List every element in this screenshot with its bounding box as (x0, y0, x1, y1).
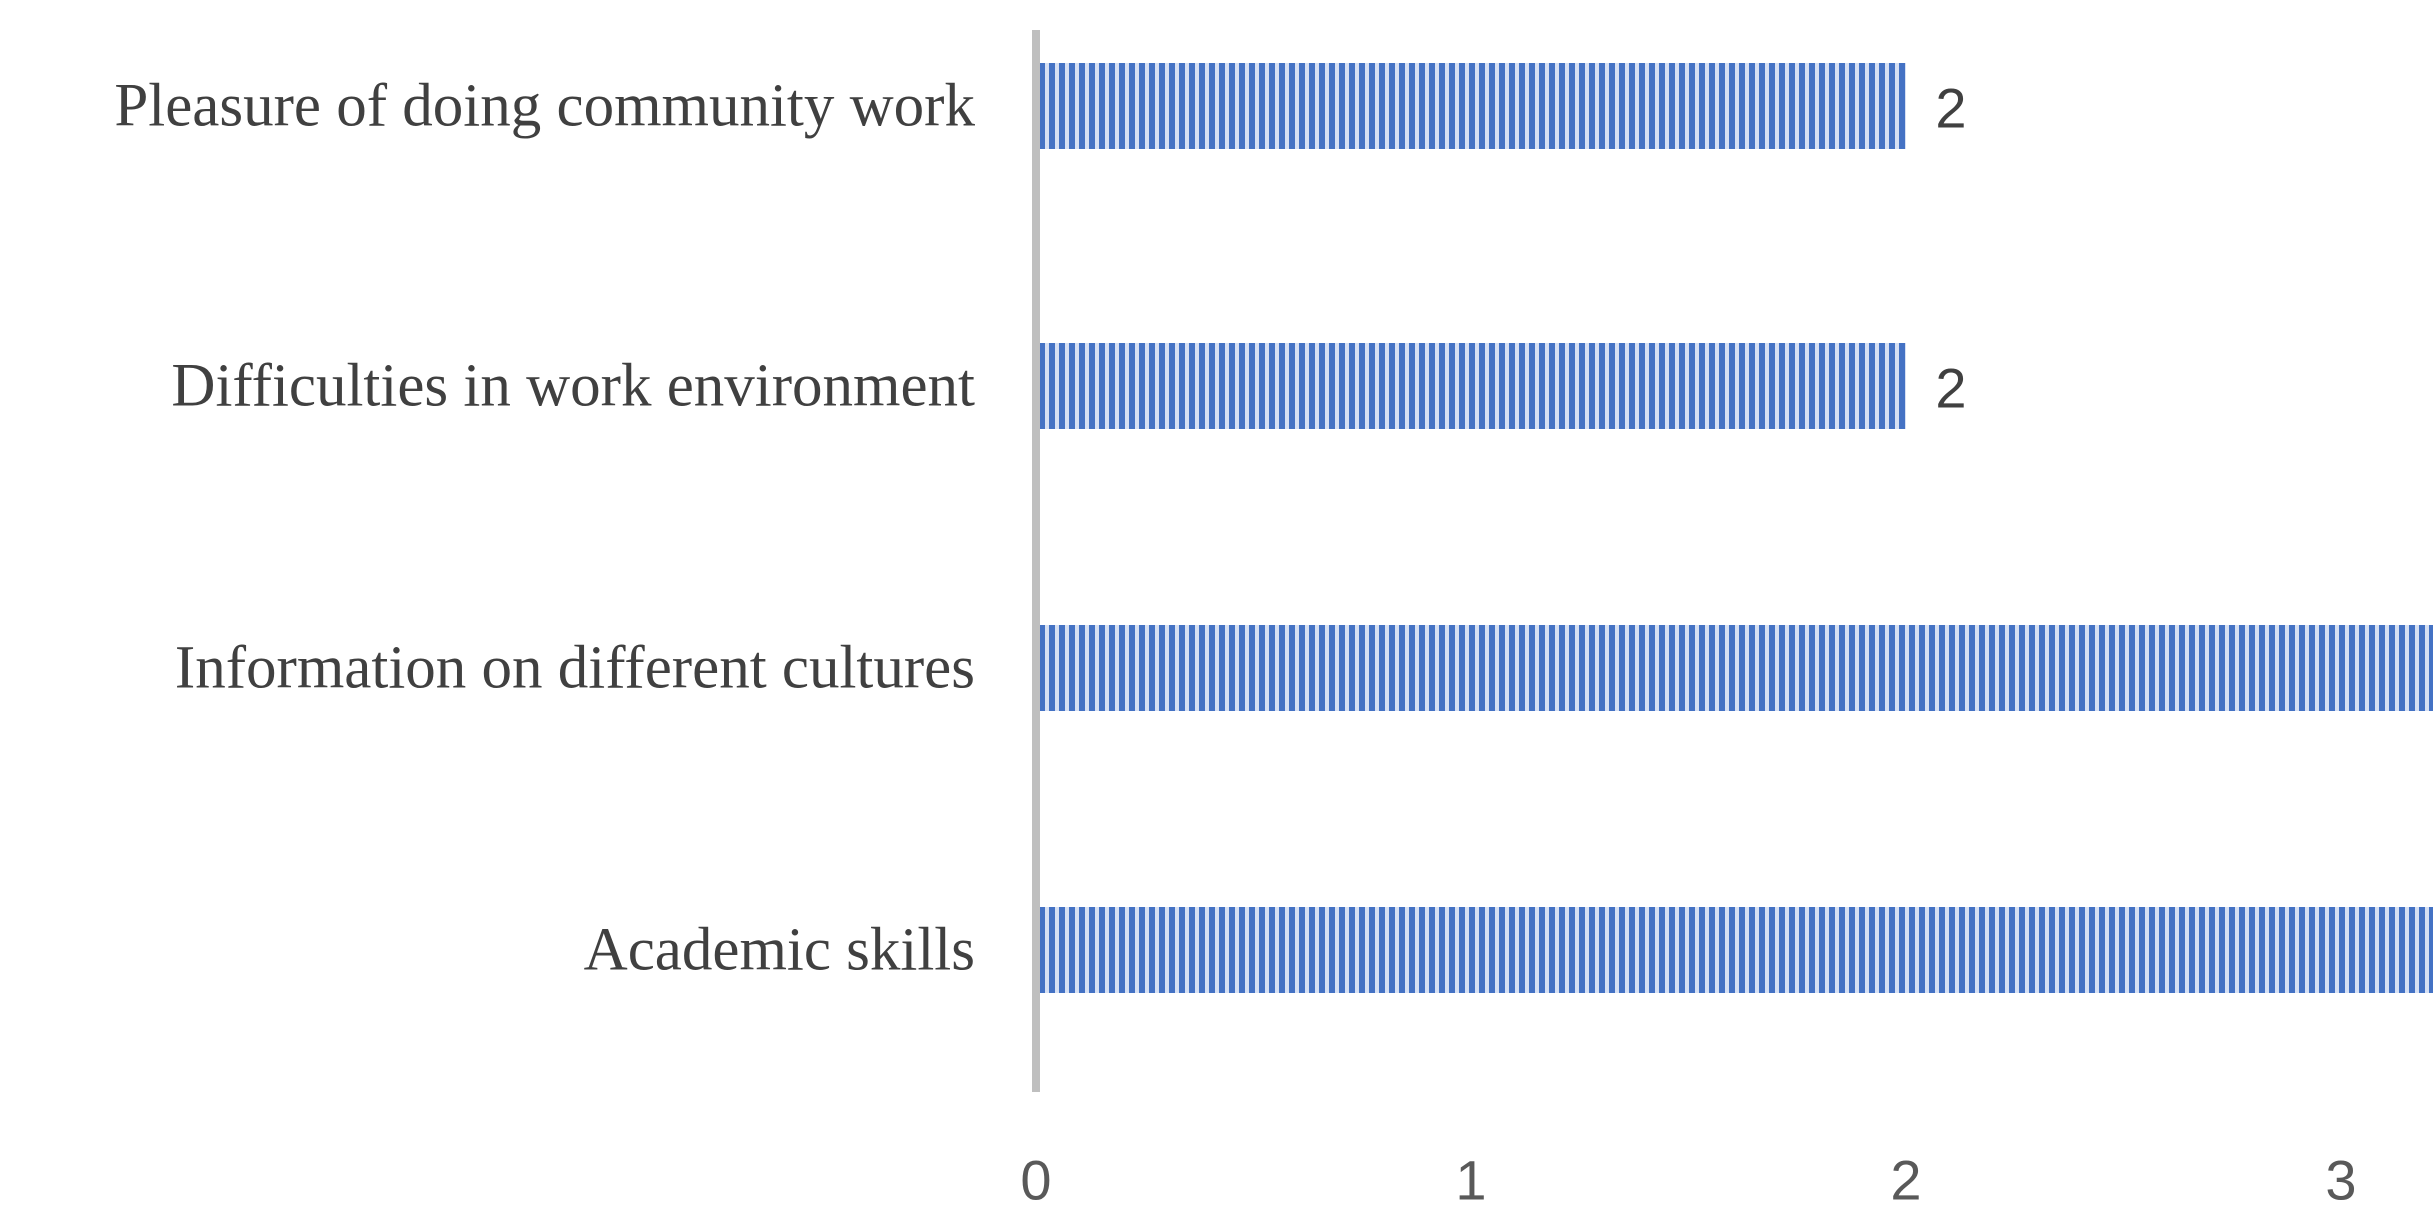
bars-layer (1036, 63, 2433, 993)
category-label-pleasure-of-doing-community-work: Pleasure of doing community work (114, 73, 975, 140)
category-label-academic-skills: Academic skills (584, 917, 975, 984)
bar-academic-skills (1036, 907, 2433, 993)
data-label-difficulties-in-work-environment: 2 (1935, 357, 1966, 420)
bar-pleasure-of-doing-community-work (1036, 63, 1906, 149)
x-axis-tick-labels: 0123456 (1020, 1149, 2356, 1212)
x-tick-label-3: 3 (2325, 1149, 2356, 1212)
data-labels: 2246 (1935, 77, 1966, 420)
data-label-pleasure-of-doing-community-work: 2 (1935, 77, 1966, 140)
x-tick-label-2: 2 (1890, 1149, 1921, 1212)
bar-difficulties-in-work-environment (1036, 343, 1906, 429)
x-tick-label-1: 1 (1455, 1149, 1486, 1212)
x-tick-label-0: 0 (1020, 1149, 1051, 1212)
bar-information-on-different-cultures (1036, 625, 2433, 711)
category-label-information-on-different-cultures: Information on different cultures (175, 635, 975, 702)
category-label-difficulties-in-work-environment: Difficulties in work environment (171, 353, 975, 420)
category-labels: Pleasure of doing community work Difficul… (114, 73, 975, 984)
